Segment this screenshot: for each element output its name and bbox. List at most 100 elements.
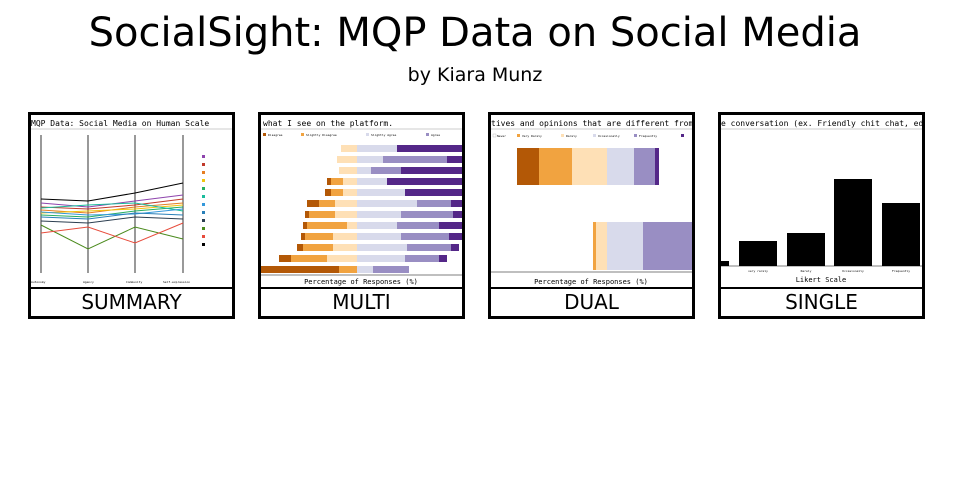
preview-shape — [301, 233, 305, 240]
preview-shape — [834, 179, 872, 266]
preview-shape — [681, 134, 684, 137]
preview-shape — [655, 148, 659, 185]
axis-label: Agency — [83, 280, 94, 284]
preview-shape — [357, 200, 417, 207]
preview-shape — [517, 148, 539, 185]
preview-shape — [447, 156, 462, 163]
preview-shape — [339, 266, 357, 273]
axis-title: Likert Scale — [796, 276, 847, 284]
preview-shape — [451, 200, 462, 207]
x-tick-label: very rarely — [748, 269, 768, 273]
preview-shape — [335, 211, 357, 218]
preview-shape — [357, 211, 401, 218]
summary-card[interactable]: MQP Data: Social Media on Human Scale — [28, 112, 235, 319]
card-label: DUAL — [564, 290, 619, 314]
preview-shape — [517, 134, 520, 137]
preview-shape — [401, 167, 462, 174]
preview-shape — [643, 222, 692, 270]
preview-shape — [40, 216, 184, 224]
axis-title: Percentage of Responses (%) — [534, 278, 648, 286]
preview-shape — [297, 244, 303, 251]
preview-shape — [426, 133, 429, 136]
multi-card[interactable]: what I see on the platform. Disagree Sli… — [258, 112, 465, 319]
preview-shape — [357, 167, 371, 174]
legend-label: Very Rarely — [522, 134, 542, 138]
preview-shape — [40, 135, 184, 273]
preview-shape — [307, 200, 319, 207]
legend-label: Agree — [431, 133, 440, 137]
summary-preview: MQP Data: Social Media on Human Scale — [31, 119, 232, 284]
preview-shape — [366, 133, 369, 136]
legend-label: Rarely — [566, 134, 577, 138]
preview-shape — [333, 233, 357, 240]
legend-label: Never — [497, 134, 506, 138]
preview-shape — [331, 189, 343, 196]
preview-shape — [417, 200, 451, 207]
preview-shape — [40, 182, 184, 250]
x-tick-label: Occasionally — [842, 269, 864, 273]
preview-shape — [357, 233, 401, 240]
card-label: MULTI — [332, 290, 391, 314]
axis-title: Percentage of Responses (%) — [304, 278, 418, 286]
preview-shape — [439, 222, 462, 229]
preview-shape — [339, 167, 357, 174]
preview-shape — [596, 222, 607, 270]
preview-shape — [357, 244, 407, 251]
preview-shape — [882, 203, 920, 266]
axis-label: Community — [126, 280, 142, 284]
preview-shape — [319, 200, 335, 207]
preview-shape — [291, 255, 327, 262]
legend-label: Frequently — [639, 134, 657, 138]
x-tick-label: Frequently — [892, 269, 910, 273]
preview-shape — [40, 224, 184, 250]
preview-shape — [572, 148, 607, 185]
preview-shape — [357, 189, 405, 196]
preview-shape — [401, 233, 449, 240]
legend-label: Slightly Disagree — [306, 133, 337, 137]
preview-shape — [453, 211, 462, 218]
thumbnail: tives and opinions that are different fr… — [491, 115, 692, 289]
single-card[interactable]: e conversation (ex. Friendly chit chat, … — [718, 112, 925, 319]
preview-shape — [357, 145, 397, 152]
preview-shape — [492, 133, 497, 138]
preview-title: MQP Data: Social Media on Human Scale — [31, 119, 209, 128]
preview-shape — [331, 178, 343, 185]
thumbnail: MQP Data: Social Media on Human Scale — [31, 115, 232, 289]
preview-shape — [202, 155, 205, 246]
thumbnail: e conversation (ex. Friendly chit chat, … — [721, 115, 922, 289]
axis-label: Self-expression — [163, 280, 190, 284]
preview-shape — [593, 134, 596, 137]
preview-shape — [337, 156, 357, 163]
dual-preview: tives and opinions that are different fr… — [491, 119, 692, 286]
legend-label: Occasionally — [598, 134, 620, 138]
preview-shape — [335, 200, 357, 207]
preview-shape — [202, 243, 205, 246]
preview-shape — [357, 156, 383, 163]
legend-label: Disagree — [268, 133, 283, 137]
preview-shape — [307, 222, 347, 229]
preview-shape — [309, 211, 335, 218]
preview-shape — [202, 155, 205, 158]
preview-shape — [202, 219, 205, 222]
preview-shape — [371, 167, 401, 174]
preview-shape — [202, 203, 205, 206]
preview-shape — [357, 255, 405, 262]
preview-shape — [357, 222, 397, 229]
preview-shape — [202, 211, 205, 214]
preview-shape — [634, 134, 637, 137]
dual-card[interactable]: tives and opinions that are different fr… — [488, 112, 695, 319]
preview-shape — [787, 233, 825, 266]
preview-shape — [634, 148, 655, 185]
preview-shape — [383, 156, 447, 163]
axis-label: Autonomy — [31, 280, 46, 284]
preview-shape — [407, 244, 451, 251]
preview-shape — [202, 187, 205, 190]
preview-shape — [439, 255, 447, 262]
preview-shape — [561, 134, 564, 137]
multi-preview: what I see on the platform. Disagree Sli… — [261, 119, 462, 286]
preview-shape — [343, 189, 357, 196]
preview-shape — [405, 189, 462, 196]
preview-shape — [40, 222, 184, 244]
thumbnail: what I see on the platform. Disagree Sli… — [261, 115, 462, 289]
